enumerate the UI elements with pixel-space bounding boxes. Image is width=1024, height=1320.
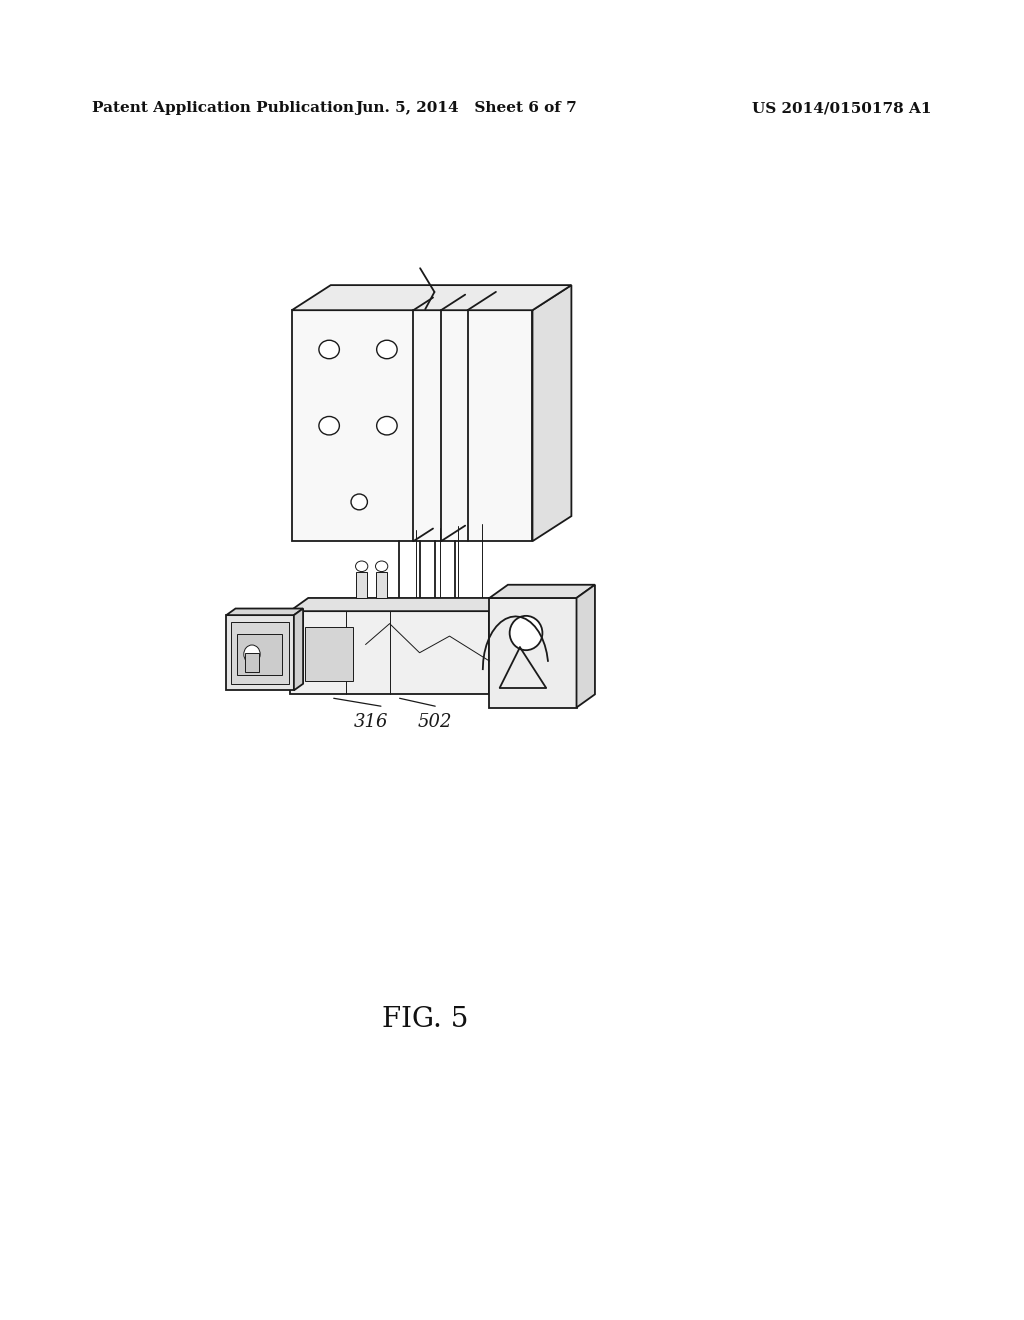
Polygon shape	[292, 285, 571, 310]
Ellipse shape	[244, 645, 260, 664]
Ellipse shape	[377, 341, 397, 359]
Polygon shape	[294, 609, 303, 690]
Bar	[237, 634, 282, 675]
Text: FIG. 5: FIG. 5	[382, 1006, 468, 1032]
Text: Patent Application Publication: Patent Application Publication	[92, 102, 354, 115]
Bar	[305, 627, 353, 681]
Ellipse shape	[510, 616, 543, 651]
Polygon shape	[532, 285, 571, 541]
Bar	[356, 572, 368, 598]
Ellipse shape	[351, 494, 368, 510]
Bar	[376, 572, 387, 598]
Bar	[226, 615, 294, 690]
Bar	[292, 310, 532, 541]
Bar	[231, 622, 289, 684]
Bar	[489, 598, 577, 708]
Ellipse shape	[318, 341, 339, 359]
Polygon shape	[577, 585, 595, 708]
Polygon shape	[226, 609, 303, 615]
Polygon shape	[489, 585, 595, 598]
Text: 316: 316	[353, 713, 388, 731]
Text: 502: 502	[227, 630, 262, 648]
Text: 502: 502	[418, 713, 453, 731]
Ellipse shape	[355, 561, 368, 572]
Bar	[245, 653, 259, 672]
Text: Jun. 5, 2014   Sheet 6 of 7: Jun. 5, 2014 Sheet 6 of 7	[355, 102, 577, 115]
Ellipse shape	[318, 417, 339, 436]
Text: US 2014/0150178 A1: US 2014/0150178 A1	[753, 102, 932, 115]
Ellipse shape	[377, 417, 397, 436]
Bar	[290, 611, 489, 694]
Ellipse shape	[376, 561, 388, 572]
Polygon shape	[290, 598, 508, 611]
